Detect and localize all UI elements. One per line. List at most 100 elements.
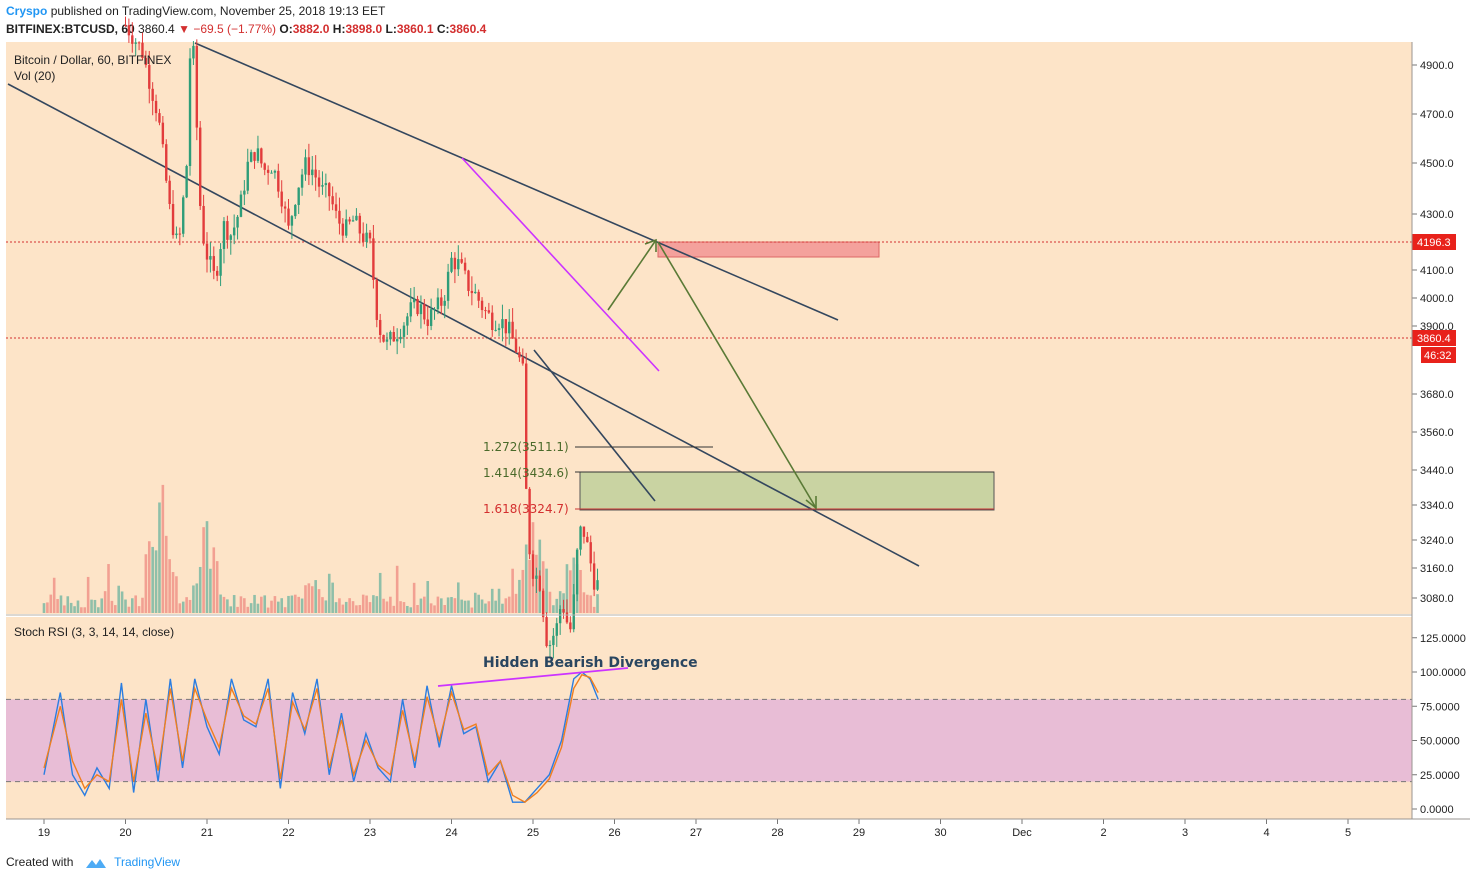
price-axis[interactable] [1412,42,1470,819]
channel-lower-line [7,83,920,567]
published-text: published on TradingView.com, November 2… [50,4,386,18]
candle-body [460,259,463,263]
candle-body [212,256,215,271]
ohlc-line: BITFINEX:BTCUSD, 60 3860.4 ▼ −69.5 (−1.7… [6,22,486,36]
last-price: 3860.4 [138,22,175,36]
candle-body [283,206,287,209]
candle-body [273,170,277,173]
change-arrow-icon: ▼ [178,22,190,36]
volume-bar [103,591,107,613]
volume-bar [124,599,127,613]
candle-body [521,357,525,364]
candle-body [290,216,294,226]
volume-bar [127,606,131,613]
volume-bar [307,583,311,613]
volume-bar [521,569,525,613]
volume-bar [402,602,406,613]
candle-body [457,259,460,270]
volume-bar [327,573,331,613]
candle-body [474,291,477,294]
candle-body [548,645,552,647]
arrow-down-head-icon [805,496,817,510]
candle-body [494,329,497,331]
candle-body [575,549,579,595]
price-tick-label: 3340.0 [1420,500,1454,512]
candle-body [470,290,474,294]
change-value: −69.5 (−1.77%) [193,22,277,36]
stoch-d-line [43,673,599,803]
volume-bar [528,560,531,613]
candle-body [480,300,484,311]
volume-bar [42,603,46,613]
candle-body [270,172,273,174]
price-tick-label: 3160.0 [1420,563,1454,575]
candle-body [395,339,399,342]
volume-bar [586,594,589,613]
volume-bar [134,595,137,613]
candle-body [497,328,501,330]
candle-body [219,249,222,276]
main-legend-vol[interactable]: Vol (20) [14,69,55,83]
candle-body [487,310,491,313]
volume-bar [290,595,294,613]
main-legend-title[interactable]: Bitcoin / Dollar, 60, BITFINEX [14,53,171,67]
volume-bar [93,599,97,613]
candle-body [178,233,182,235]
volume-bar [419,598,423,613]
volume-bar [473,592,477,613]
candle-body [375,279,378,320]
time-tick-label: 26 [608,827,620,839]
tradingview-brand[interactable]: TradingView [114,855,181,869]
high-key: H: [332,22,346,36]
candle-body [514,338,518,353]
volume-bar [277,601,280,613]
candle-body [426,319,429,326]
volume-bar [185,597,188,613]
rsi-tick-label: 0.0000 [1420,804,1454,816]
candle-body [528,488,531,555]
candle-body [453,257,457,270]
candle-body [222,221,226,250]
volume-bar [395,565,399,613]
volume-bar [426,581,430,613]
time-axis[interactable] [6,819,1470,845]
volume-bar [487,601,491,613]
divergence-annotation: Hidden Bearish Divergence [483,655,698,671]
volume-bar [198,566,202,613]
close-value: 3860.4 [449,22,487,36]
rsi-band [6,699,1412,782]
volume-bar [358,605,362,613]
fib-label-1618: 1.618(3324.7) [483,502,569,516]
volume-bar [52,577,56,613]
author-name[interactable]: Cryspo [6,4,48,18]
candle-body [538,575,541,591]
volume-bar [409,607,413,613]
volume-bar [97,607,100,613]
candle-body [463,262,467,271]
candle-body [467,270,470,291]
candle-body [562,609,565,613]
candle-body [508,321,511,334]
volume-bar [175,576,178,613]
price-tick-label: 3440.0 [1420,465,1454,477]
divergence-line [437,667,629,687]
low-key: L: [385,22,397,36]
candle-body [545,617,548,647]
volume-bar [514,593,518,613]
volume-bar [100,598,104,613]
candle-body [433,309,436,311]
rsi-legend-title[interactable]: Stoch RSI (3, 3, 14, 14, close) [14,625,174,639]
volume-bar [256,603,260,613]
volume-bar [552,605,555,613]
volume-bar [114,605,117,613]
candle-body [541,590,545,618]
price-tick-label: 3080.0 [1420,593,1454,605]
candle-body [161,122,165,145]
volume-bar [317,589,321,613]
candle-body [569,622,572,630]
candle-body [324,183,328,186]
candle-body [226,221,229,240]
volume-bar [334,602,338,613]
inner-trend-line [533,349,656,502]
